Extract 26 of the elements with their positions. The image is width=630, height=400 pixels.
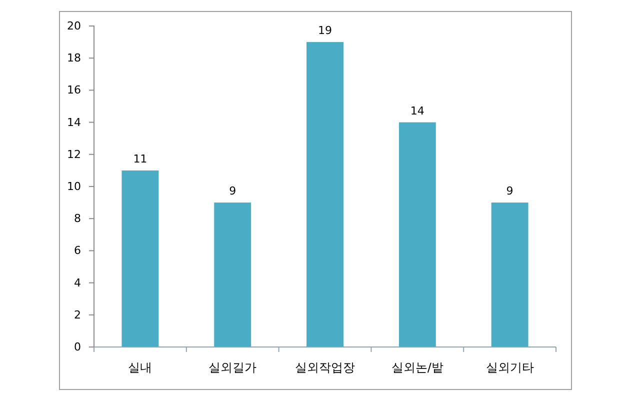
y-tick-label: 2 (74, 308, 81, 322)
bar (122, 170, 159, 347)
x-tick-label: 실외작업장 (295, 360, 355, 375)
data-label: 9 (229, 184, 236, 198)
bar (398, 122, 436, 347)
bar (306, 42, 344, 347)
y-tick-label: 12 (67, 148, 81, 161)
y-tick-label: 6 (74, 244, 81, 258)
y-tick-label: 10 (67, 180, 81, 194)
y-tick-label: 8 (74, 212, 81, 226)
x-tick-label: 실외기타 (486, 360, 534, 375)
y-tick-label: 14 (67, 116, 81, 129)
y-tick-label: 20 (67, 20, 81, 33)
y-tick-label: 4 (74, 276, 81, 290)
data-label: 11 (133, 152, 148, 166)
x-tick-label: 실외논/밭 (391, 360, 444, 375)
x-tick-label: 실외길가 (208, 360, 257, 375)
x-tick-label: 실내 (128, 360, 152, 375)
y-tick-label: 18 (67, 52, 81, 65)
data-label: 14 (410, 104, 424, 118)
data-label: 19 (318, 24, 332, 38)
y-tick-label: 16 (67, 84, 81, 97)
data-label: 9 (506, 184, 514, 198)
y-tick-label: 0 (74, 340, 81, 354)
bar (214, 202, 252, 347)
bar (491, 202, 528, 347)
